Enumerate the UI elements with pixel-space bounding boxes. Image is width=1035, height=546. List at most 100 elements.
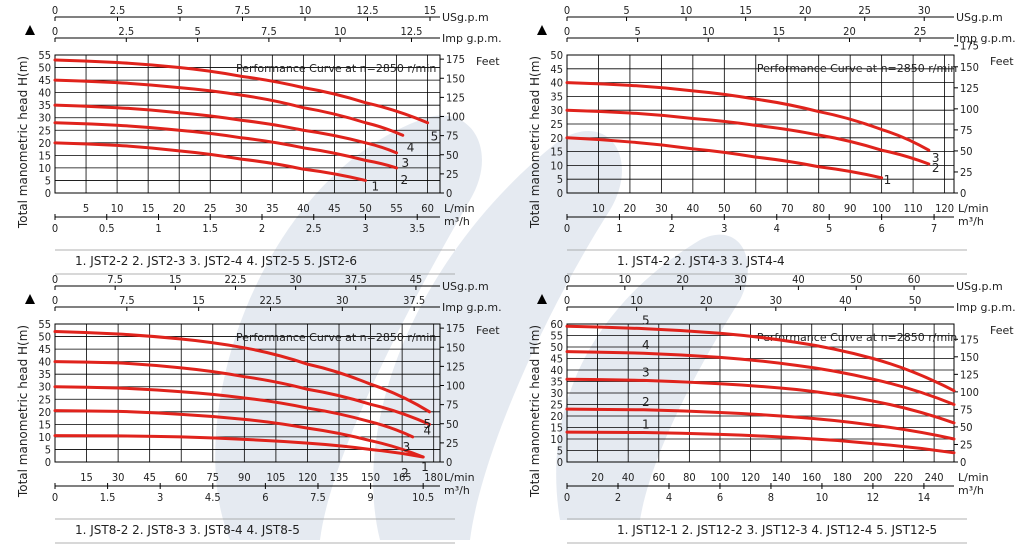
lmin-tick-label: 20 xyxy=(173,202,186,215)
impgpm-tick-label: 7.5 xyxy=(119,294,135,307)
m3h-unit-label: m³/h xyxy=(958,484,984,497)
lmin-tick-label: 60 xyxy=(175,471,188,484)
head-tick-label: 25 xyxy=(38,393,51,406)
lmin-tick-label: 30 xyxy=(112,471,125,484)
curve-label-5: 5 xyxy=(423,417,431,431)
curve-label-5: 5 xyxy=(642,314,650,328)
m3h-tick-label: 7 xyxy=(931,222,937,235)
lmin-tick-label: 10 xyxy=(592,202,605,215)
lmin-tick-label: 60 xyxy=(421,202,434,215)
usgpm-tick-label: 12.5 xyxy=(356,4,378,17)
head-tick-label: 20 xyxy=(38,406,51,419)
feet-tick-label: 125 xyxy=(960,368,979,381)
m3h-tick-label: 7.5 xyxy=(310,491,326,504)
lmin-tick-label: 105 xyxy=(266,471,285,484)
lmin-tick-label: 180 xyxy=(424,471,443,484)
feet-tick-label: 50 xyxy=(960,145,973,158)
lmin-tick-label: 220 xyxy=(894,471,913,484)
head-tick-label: 55 xyxy=(550,330,563,343)
lmin-tick-label: 120 xyxy=(298,471,317,484)
usgpm-tick-label: 15 xyxy=(739,4,752,17)
usgpm-tick-label: 7.5 xyxy=(235,4,251,17)
head-tick-label: 5 xyxy=(45,174,51,187)
m3h-unit-label: m³/h xyxy=(444,215,470,228)
legend: 1. JST8-2 2. JST8-3 3. JST8-4 4. JST8-5 xyxy=(75,523,300,537)
feet-tick-label: 25 xyxy=(446,437,459,450)
impgpm-tick-label: 25 xyxy=(914,25,927,38)
head-tick-label: 35 xyxy=(38,368,51,381)
lmin-unit-label: L/min xyxy=(958,202,989,215)
lmin-tick-label: 80 xyxy=(812,202,825,215)
feet-tick-label: 100 xyxy=(446,380,465,393)
feet-tick-label: 150 xyxy=(446,72,465,85)
lmin-tick-label: 15 xyxy=(142,202,155,215)
impgpm-tick-label: 37.5 xyxy=(403,294,425,307)
feet-tick-label: 75 xyxy=(960,403,973,416)
lmin-tick-label: 10 xyxy=(111,202,124,215)
watermark-swoosh-1 xyxy=(215,115,482,541)
usgpm-unit-label: USg.p.m xyxy=(956,280,1003,293)
usgpm-tick-label: 60 xyxy=(908,273,921,286)
head-tick-label: 20 xyxy=(38,137,51,150)
feet-tick-label: 50 xyxy=(446,149,459,162)
usgpm-tick-label: 2.5 xyxy=(110,4,126,17)
impgpm-unit-label: Imp g.p.m. xyxy=(442,301,502,314)
brand-watermark xyxy=(215,115,748,541)
usgpm-tick-label: 30 xyxy=(289,273,302,286)
head-tick-label: 15 xyxy=(38,149,51,162)
m3h-unit-label: m³/h xyxy=(958,215,984,228)
impgpm-unit-label: Imp g.p.m. xyxy=(442,32,502,45)
head-tick-label: 40 xyxy=(38,87,51,100)
m3h-tick-label: 0 xyxy=(564,491,570,504)
usgpm-tick-label: 45 xyxy=(410,273,423,286)
usgpm-tick-label: 0 xyxy=(564,273,570,286)
impgpm-tick-label: 0 xyxy=(564,25,570,38)
lmin-tick-label: 20 xyxy=(591,471,604,484)
head-tick-label: 15 xyxy=(550,146,563,159)
impgpm-tick-label: 10 xyxy=(702,25,715,38)
curve-2 xyxy=(565,407,956,441)
feet-tick-label: 150 xyxy=(960,61,979,74)
lmin-tick-label: 100 xyxy=(711,471,730,484)
m3h-tick-label: 1 xyxy=(155,222,161,235)
curve-label-2: 2 xyxy=(642,395,650,409)
head-tick-label: 0 xyxy=(45,456,51,469)
lmin-tick-label: 120 xyxy=(741,471,760,484)
impgpm-tick-label: 2.5 xyxy=(118,25,134,38)
impgpm-tick-label: 12.5 xyxy=(400,25,422,38)
performance-title: Performance Curve at n=2850 r/min xyxy=(236,331,436,344)
head-tick-label: 30 xyxy=(38,381,51,394)
curve-1 xyxy=(53,141,367,182)
m3h-tick-label: 2 xyxy=(615,491,621,504)
head-tick-label: 0 xyxy=(557,456,563,469)
head-tick-label: 25 xyxy=(550,118,563,131)
m3h-tick-label: 6 xyxy=(262,491,268,504)
m3h-tick-label: 8 xyxy=(768,491,774,504)
m3h-tick-label: 4 xyxy=(774,222,780,235)
y-axis-title: Total manometric head H(m) xyxy=(528,56,542,229)
curve-1 xyxy=(565,136,884,180)
lmin-tick-label: 50 xyxy=(359,202,372,215)
m3h-tick-label: 3 xyxy=(721,222,727,235)
usgpm-tick-label: 37.5 xyxy=(345,273,367,286)
head-tick-label: 10 xyxy=(550,433,563,446)
curve-4 xyxy=(565,350,956,406)
m3h-tick-label: 4.5 xyxy=(205,491,221,504)
feet-tick-label: 125 xyxy=(446,360,465,373)
head-tick-label: 40 xyxy=(550,364,563,377)
m3h-tick-label: 2 xyxy=(669,222,675,235)
impgpm-tick-label: 40 xyxy=(839,294,852,307)
head-tick-label: 30 xyxy=(550,387,563,400)
impgpm-tick-label: 20 xyxy=(700,294,713,307)
lmin-tick-label: 30 xyxy=(655,202,668,215)
feet-tick-label: 0 xyxy=(446,187,452,200)
lmin-tick-label: 90 xyxy=(238,471,251,484)
m3h-tick-label: 5 xyxy=(826,222,832,235)
performance-title: Performance Curve at n=2850 r/min xyxy=(236,62,436,75)
feet-unit-label: Feet xyxy=(990,324,1014,337)
up-arrow-icon xyxy=(537,294,547,304)
lmin-tick-label: 135 xyxy=(330,471,349,484)
